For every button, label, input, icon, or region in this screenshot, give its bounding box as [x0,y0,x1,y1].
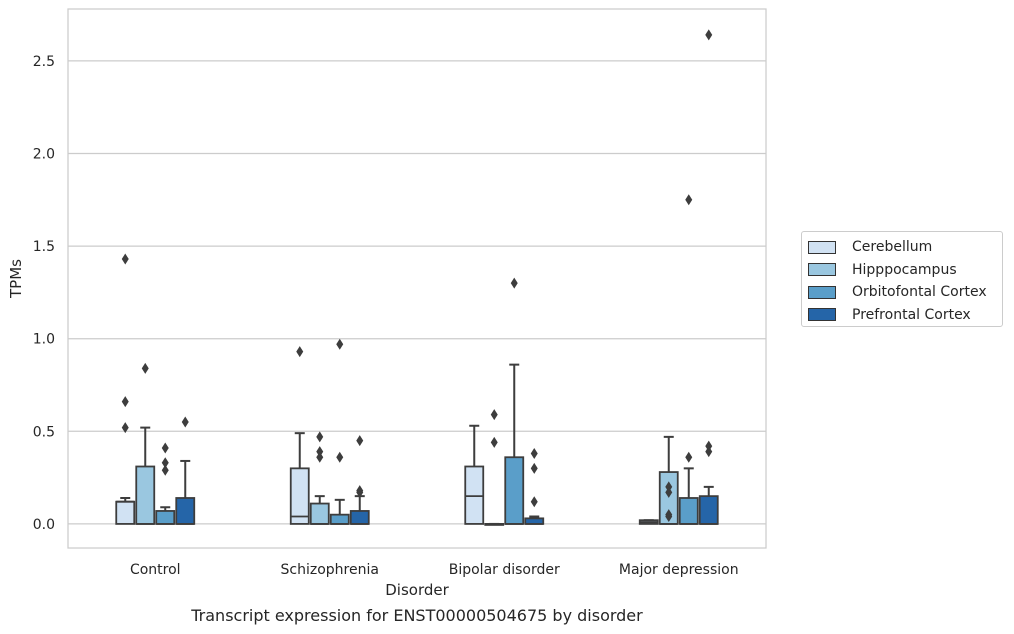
legend: Cerebellum Hipppocampus Orbitofontal Cor… [801,231,1003,327]
x-axis-label: Disorder [385,581,449,599]
outlier-point [530,496,538,508]
box-prefrontal-cortex [698,29,719,525]
outlier-point [296,346,304,358]
box-prefrontal-cortex [349,435,370,525]
outlier-point [665,481,673,493]
box [698,495,719,525]
figure-caption: Transcript expression for ENST0000050467… [191,606,643,625]
outlier-point [316,446,324,458]
box-cerebellum [115,253,136,525]
box [678,497,699,525]
outlier-point [490,409,498,421]
outlier-point [181,416,189,428]
outlier-point [490,436,498,448]
legend-label: Orbitofontal Cortex [852,284,987,301]
outlier-point [665,486,673,498]
outlier-point [356,435,364,447]
box-orbitofontal-cortex [329,338,350,525]
outlier-point [316,431,324,443]
y-tick-label: 0.5 [33,424,55,440]
outlier-point [336,451,344,463]
box-plot-marks [115,29,719,526]
box-hipppocampus [135,362,156,525]
outlier-point [161,442,169,454]
legend-swatch-orbitofrontal [808,285,836,299]
box-cerebellum [638,519,659,525]
y-axis-label: TPMs [7,259,25,299]
outlier-point [121,396,129,408]
y-tick-label: 2.0 [33,146,55,162]
y-tick-label: 2.5 [33,54,55,70]
box-prefrontal-cortex [175,416,196,525]
legend-label: Cerebellum [852,239,933,256]
y-tick-label: 1.0 [33,332,55,348]
box [329,513,350,525]
grid-lines [68,60,766,525]
x-tick-label: Bipolar disorder [449,562,560,578]
box-prefrontal-cortex [524,448,545,525]
box-cerebellum [289,346,310,525]
legend-swatch-cerebellum [808,240,836,254]
outlier-point [161,464,169,476]
legend-label: Prefrontal Cortex [852,306,971,323]
legend-item-cerebellum: Cerebellum [808,236,1002,259]
box-cerebellum [464,424,485,525]
outlier-point [161,457,169,469]
box [464,465,485,525]
y-tick-label: 0.0 [33,517,55,533]
box-hipppocampus [309,431,330,525]
outlier-point [705,440,713,452]
outlier-point [510,277,518,289]
y-tick-label: 1.5 [33,239,55,255]
outlier-point [316,451,324,463]
outlier-point [530,448,538,460]
box [155,510,176,525]
outlier-point [705,29,713,41]
outlier-point [121,253,129,265]
x-tick-label: Schizophrenia [281,562,379,578]
box [504,456,525,525]
box-orbitofontal-cortex [155,442,176,525]
outlier-point [141,362,149,374]
outlier-point [685,451,693,463]
outlier-point [336,338,344,350]
box [309,502,330,525]
box [115,500,136,525]
outlier-point [665,511,673,523]
x-tick-label: Major depression [619,562,739,578]
outlier-point [685,194,693,206]
plot-frame [67,8,767,549]
outlier-point [356,486,364,498]
box-hipppocampus [484,409,505,526]
box-orbitofontal-cortex [678,194,699,525]
box [175,497,196,525]
box [349,510,370,525]
legend-item-prefrontal: Prefrontal Cortex [808,304,1002,327]
outlier-point [121,422,129,434]
y-axis-ticks: 0.0 0.5 1.0 1.5 2.0 2.5 [33,54,55,533]
legend-swatch-prefrontal [808,308,836,322]
box [289,467,310,525]
legend-item-hippocampus: Hipppocampus [808,259,1002,282]
legend-label: Hipppocampus [852,261,957,278]
outlier-point [530,462,538,474]
box-orbitofontal-cortex [504,277,525,525]
legend-item-orbitofrontal: Orbitofontal Cortex [808,281,1002,304]
x-tick-label: Control [130,562,181,578]
box [135,465,156,525]
box-hipppocampus [658,435,679,525]
x-axis-ticks: Control Schizophrenia Bipolar disorder Majo… [130,562,739,578]
legend-swatch-hippocampus [808,263,836,277]
outlier-point [705,446,713,458]
